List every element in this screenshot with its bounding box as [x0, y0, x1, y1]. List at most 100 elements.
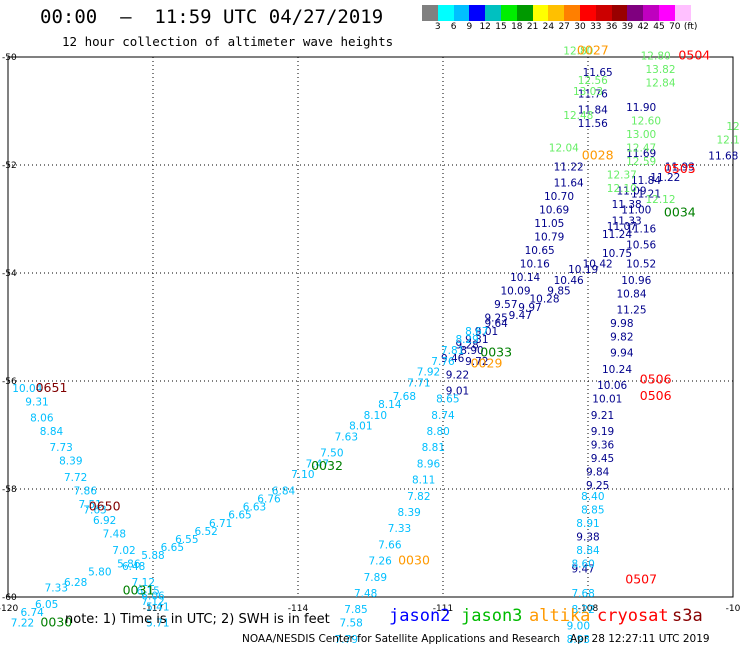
wave-height-label: 9.94 — [610, 348, 634, 360]
wave-height-label: 9.47 — [571, 564, 594, 576]
wave-height-label: 9.57 — [494, 299, 517, 311]
wave-height-label: 5.88 — [141, 550, 164, 562]
wave-height-label: 7.82 — [407, 491, 430, 503]
wave-height-label: 5.41 — [146, 602, 169, 614]
wave-height-label: 7.68 — [571, 588, 594, 600]
wave-height-label: 8.91 — [576, 518, 599, 530]
wave-height-label: 10.69 — [539, 205, 569, 217]
wave-height-label: 8.96 — [417, 458, 441, 470]
color-swatch — [548, 5, 565, 21]
wave-height-label: 8.06 — [30, 413, 54, 425]
wave-height-label: 6.74 — [20, 607, 44, 619]
wave-height-label: 7.71 — [407, 377, 430, 389]
pass-time-label: 0031 — [123, 582, 155, 597]
wave-height-label: 12.80 — [563, 45, 593, 57]
wave-height-label: 9.01 — [475, 326, 498, 338]
wave-height-label: 10.65 — [525, 245, 555, 257]
wave-height-label: 8.84 — [40, 426, 64, 438]
color-swatch — [627, 5, 644, 21]
wave-height-label: 8.40 — [581, 491, 604, 503]
wave-height-label: 8.22 — [571, 604, 594, 616]
color-scale-label: 6 — [450, 22, 457, 32]
wave-height-label: 7.47 — [306, 458, 329, 470]
wave-height-label: 7.58 — [339, 618, 362, 630]
wave-height-label: 9.98 — [610, 318, 633, 330]
wave-height-label: 8.14 — [378, 399, 402, 411]
wave-height-label: 12.47 — [626, 143, 656, 155]
wave-height-label: 11.64 — [554, 178, 584, 190]
wave-height-label: 12.04 — [549, 143, 579, 155]
wave-height-label: 9.25 — [586, 480, 609, 492]
wave-height-label: 10.42 — [583, 259, 613, 271]
wave-height-label: 7.26 — [368, 556, 392, 568]
color-swatch — [500, 5, 517, 21]
color-scale-label: 45 — [653, 22, 665, 32]
color-swatch — [485, 5, 501, 21]
color-scale-label: 12 — [479, 22, 491, 32]
wave-height-label: 11.76 — [578, 89, 608, 101]
wave-height-label: 6.52 — [194, 526, 217, 538]
wave-height-label: 7.85 — [344, 604, 367, 616]
color-swatch — [579, 5, 596, 21]
wave-height-label: 10.14 — [510, 272, 540, 284]
color-scale-label: 33 — [590, 22, 602, 32]
wave-height-label: 10.24 — [602, 364, 632, 376]
y-tick-label: -54 — [2, 269, 17, 279]
wave-height-label: 12.56 — [578, 75, 608, 87]
wave-height-label: 7.81 — [441, 345, 464, 357]
wave-height-label: 12.60 — [631, 116, 661, 128]
wave-height-label: 7.79 — [335, 634, 358, 646]
wave-height-label: 9.19 — [591, 426, 614, 438]
wave-height-label: 11.84 — [631, 175, 661, 187]
wave-height-label: 10.96 — [621, 275, 651, 287]
wave-height-label: 8.11 — [412, 475, 435, 487]
pass-time-label: 0027 — [577, 42, 609, 57]
pass-time-label: 0028 — [582, 148, 614, 163]
wave-height-label: 10.16 — [520, 259, 550, 271]
wave-height-label: 6.15 — [136, 585, 159, 597]
x-tick-label: -117 — [143, 604, 163, 614]
color-swatch — [674, 5, 691, 21]
pass-time-label: 0650 — [89, 499, 121, 514]
pass-time-label: 0034 — [664, 204, 696, 219]
wave-height-label: 12.10 — [607, 183, 637, 195]
wave-height-label: 9.45 — [591, 453, 614, 465]
wave-height-label: 11.22 — [650, 172, 680, 184]
wave-height-label: 9.21 — [591, 410, 614, 422]
wave-height-label: 6.05 — [35, 599, 58, 611]
wave-height-label: 8.80 — [426, 426, 449, 438]
wave-height-label: 10.01 — [592, 394, 622, 406]
wave-height-label: 7.12 — [141, 596, 164, 608]
wave-height-label: 9.28 — [455, 340, 478, 352]
pass-time-label: 0506 — [640, 388, 672, 403]
wave-height-label: 11.09 — [616, 186, 646, 198]
wave-height-label: 10.52 — [626, 259, 656, 271]
wave-height-label: 12.1 — [716, 134, 739, 146]
wave-height-label: 11.05 — [534, 218, 564, 230]
wave-height-label: 7.02 — [112, 545, 135, 557]
wave-height-label: 5.80 — [88, 566, 111, 578]
color-scale-label: 42 — [637, 22, 649, 32]
wave-height-label: 7.12 — [132, 577, 155, 589]
wave-height-label: 9.47 — [509, 310, 532, 322]
wave-height-label: 12.59 — [626, 156, 656, 168]
color-swatch — [595, 5, 612, 21]
wave-height-label: 11.68 — [708, 151, 738, 163]
wave-height-label: 12.80 — [641, 51, 671, 63]
wave-height-label: 11.56 — [578, 118, 608, 130]
wave-height-label: 10.06 — [597, 380, 627, 392]
wave-height-label: 6.65 — [228, 510, 251, 522]
wave-height-label: 7.63 — [335, 431, 358, 443]
wave-height-label: 7.72 — [64, 472, 87, 484]
wave-height-label: 10.70 — [544, 191, 574, 203]
wave-height-label: 6.48 — [122, 561, 145, 573]
wave-height-label: 8.01 — [349, 421, 372, 433]
wave-height-label: 9.72 — [465, 356, 488, 368]
color-scale-label: 27 — [558, 22, 570, 32]
credit-line: NOAA/NESDIS Center for Satellite Applica… — [242, 633, 710, 645]
color-swatch — [469, 5, 486, 21]
footnote: note: 1) Time is in UTC; 2) SWH is in fe… — [65, 612, 330, 627]
wave-height-label: 9.31 — [25, 396, 48, 408]
x-tick-label: -108 — [578, 604, 599, 614]
wave-height-label: 13.00 — [626, 129, 656, 141]
